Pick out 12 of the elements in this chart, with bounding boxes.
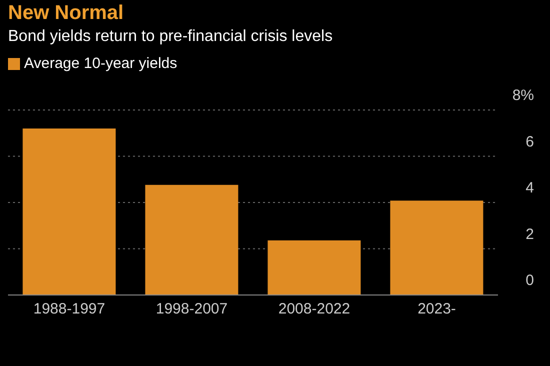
x-tick-label: 2008-2022 — [278, 300, 350, 318]
x-tick-label: 2023- — [418, 300, 456, 318]
chart-subtitle: Bond yields return to pre-financial crisis levels — [8, 28, 333, 46]
x-tick-label: 1988-1997 — [33, 300, 106, 318]
y-tick-label: 4 — [526, 180, 534, 196]
y-tick-label: 0 — [526, 272, 534, 289]
y-tick-label: 6 — [526, 133, 534, 150]
legend-label: Average 10-year yields — [24, 55, 178, 72]
x-tick-label: 1998-2007 — [156, 300, 228, 318]
y-tick-label: 8% — [512, 87, 534, 104]
chart-title: New Normal — [8, 2, 124, 25]
y-tick-label: 2 — [526, 226, 534, 243]
